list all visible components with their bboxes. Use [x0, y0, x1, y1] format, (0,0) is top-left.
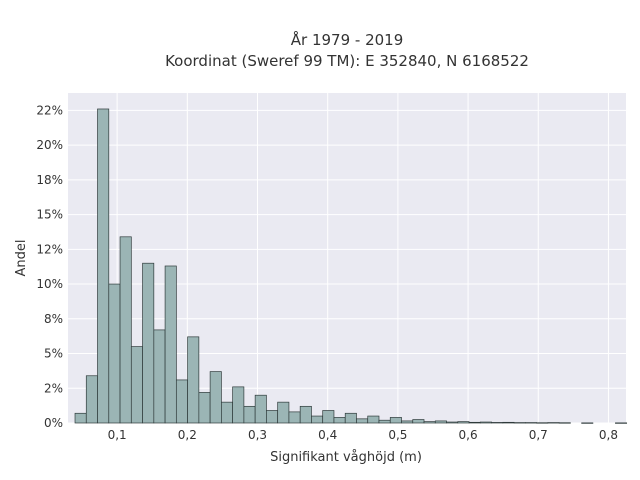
histogram-bar: [513, 422, 526, 424]
histogram-bar: [198, 392, 211, 424]
histogram-bar: [479, 421, 492, 424]
y-tick-label: 0%: [44, 416, 63, 430]
histogram-bar: [502, 421, 515, 424]
histogram-bar: [412, 419, 425, 424]
histogram-bar: [311, 415, 324, 424]
histogram-bars: [74, 108, 628, 424]
x-tick-label: 0,6: [459, 428, 478, 442]
histogram-bar: [389, 417, 402, 424]
histogram-bar: [615, 422, 628, 424]
x-tick-label: 0,1: [108, 428, 127, 442]
histogram-bar: [209, 371, 222, 424]
histogram-bar: [243, 405, 256, 424]
histogram-bar: [378, 419, 391, 424]
histogram-bar: [322, 410, 335, 424]
chart-title-line2: Koordinat (Sweref 99 TM): E 352840, N 61…: [165, 52, 529, 70]
histogram-bar: [524, 422, 537, 424]
histogram-bar: [187, 336, 200, 424]
histogram-bar: [85, 375, 98, 424]
histogram-bar: [97, 108, 110, 424]
histogram-bar: [491, 422, 504, 424]
histogram-bar: [74, 412, 87, 424]
histogram-bar: [356, 418, 369, 424]
histogram-bar: [401, 420, 414, 424]
y-axis-label: Andel: [14, 240, 29, 277]
histogram-bar: [254, 394, 267, 424]
y-tick-label: 15%: [36, 208, 63, 222]
histogram-bar: [266, 410, 279, 424]
histogram-bar: [434, 420, 447, 424]
y-tick-label: 2%: [44, 381, 63, 395]
histogram-bar: [581, 422, 594, 424]
histogram-bar: [232, 386, 245, 424]
histogram-bar: [108, 283, 121, 424]
histogram-bar: [277, 401, 290, 424]
histogram-bar: [344, 412, 357, 424]
histogram-bar: [288, 411, 301, 424]
tick-labels: 0% 2% 5% 8% 10% 12% 15% 18% 20% 22% 0,1 0,2 0,3 0,4 0,…: [36, 103, 618, 442]
histogram-bar: [142, 262, 155, 424]
histogram-bar: [423, 421, 436, 424]
histogram-bar: [558, 422, 571, 424]
x-tick-label: 0,2: [178, 428, 197, 442]
histogram-bar: [175, 379, 188, 424]
histogram-bar: [367, 415, 380, 424]
y-tick-label: 22%: [36, 103, 63, 117]
histogram-bar: [446, 421, 459, 424]
y-tick-label: 20%: [36, 138, 63, 152]
x-tick-label: 0,8: [599, 428, 618, 442]
x-tick-label: 0,3: [248, 428, 267, 442]
histogram-bar: [221, 401, 233, 424]
histogram-bar: [547, 422, 560, 424]
histogram-bar: [164, 265, 177, 424]
histogram-bar: [153, 329, 166, 424]
y-tick-label: 5%: [44, 347, 63, 361]
x-tick-label: 0,4: [318, 428, 337, 442]
histogram-bar: [536, 422, 549, 424]
histogram-bar: [299, 405, 312, 424]
chart-title-line1: År 1979 - 2019: [291, 30, 404, 49]
x-axis-label: Signifikant våghöjd (m): [270, 450, 422, 465]
histogram-bar: [457, 421, 470, 424]
histogram-bar: [333, 417, 346, 424]
y-tick-label: 12%: [36, 242, 63, 256]
y-tick-label: 10%: [36, 277, 63, 291]
histogram-bar: [130, 346, 143, 424]
y-tick-label: 18%: [36, 173, 63, 187]
histogram-bar: [468, 421, 481, 424]
x-tick-label: 0,7: [529, 428, 548, 442]
x-tick-label: 0,5: [388, 428, 407, 442]
histogram-bar: [119, 236, 132, 424]
y-tick-label: 8%: [44, 312, 63, 326]
